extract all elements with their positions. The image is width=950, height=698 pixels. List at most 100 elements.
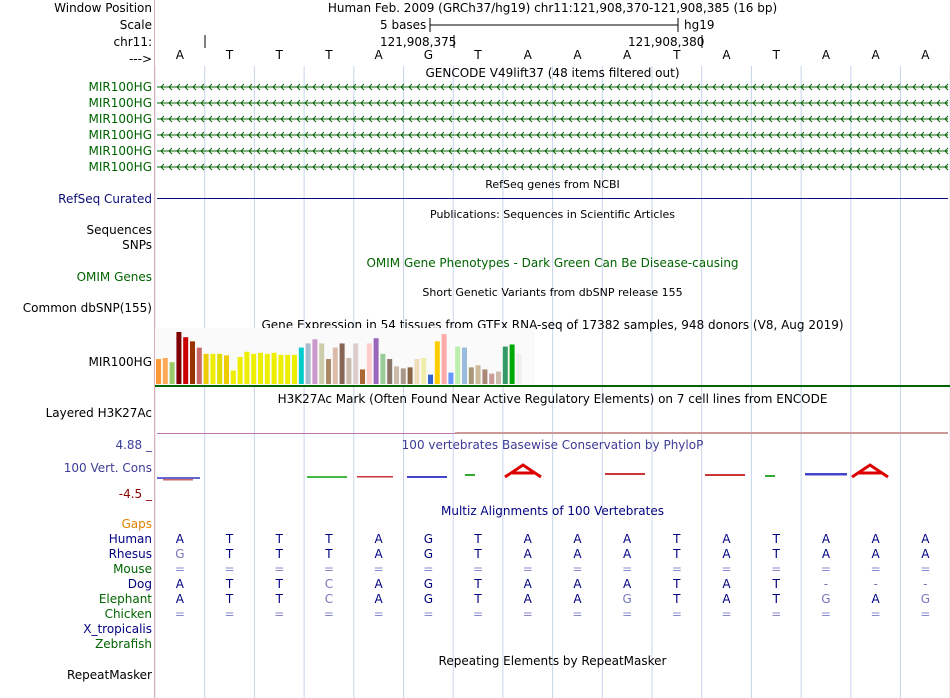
alignment-base: C (324, 592, 334, 606)
alignment-base: A (722, 577, 731, 591)
alignment-base: = (572, 607, 583, 621)
gtex-tissue-bar (380, 353, 386, 384)
alignment-base: A (523, 532, 532, 546)
multiz-species-label[interactable]: Mouse (113, 562, 152, 576)
alignment-base: T (474, 577, 482, 591)
gtex-tissue-bar (217, 353, 223, 384)
gtex-tissue-bar (271, 352, 277, 384)
gtex-tissue-bar (237, 356, 243, 384)
gtex-tissue-bar (264, 353, 270, 384)
alignment-base: A (722, 547, 731, 561)
multiz-species-label[interactable]: Rhesus (108, 547, 152, 561)
h3k27ac-label[interactable]: Layered H3K27Ac (45, 406, 152, 420)
gtex-tissue-bar (407, 367, 413, 384)
gtex-tissue-bar (285, 354, 291, 384)
gtex-tissue-bar (251, 353, 257, 384)
multiz-species-label[interactable]: X_tropicalis (83, 622, 152, 636)
gtex-expression-chart[interactable] (155, 328, 950, 388)
dbsnp-track-title: Short Genetic Variants from dbSNP releas… (422, 286, 683, 299)
multiz-species-label[interactable]: Zebrafish (95, 637, 152, 651)
gencode-gene-label[interactable]: MIR100HG (88, 80, 152, 94)
alignment-base: T (275, 532, 283, 546)
base-letter: T (772, 48, 780, 62)
gtex-tissue-bar (278, 354, 284, 384)
sequences-label[interactable]: Sequences (86, 223, 152, 237)
refseq-label[interactable]: RefSeq Curated (58, 192, 152, 206)
gtex-tissue-bar (332, 347, 338, 384)
alignment-base: G (423, 532, 433, 546)
gencode-transcript[interactable] (157, 82, 949, 92)
alignment-base: T (772, 577, 780, 591)
gencode-gene-label[interactable]: MIR100HG (88, 160, 152, 174)
alignment-base: A (871, 592, 880, 606)
base-letter: A (871, 48, 880, 62)
dbsnp-label[interactable]: Common dbSNP(155) (22, 301, 152, 315)
scale-text: 5 bases (380, 18, 427, 32)
coordinate-left: 121,908,375 (380, 35, 457, 49)
gencode-gene-label[interactable]: MIR100HG (88, 96, 152, 110)
gencode-transcript[interactable] (157, 162, 949, 172)
alignment-base: A (374, 547, 383, 561)
alignment-base: A (921, 532, 930, 546)
base-letter: T (474, 48, 482, 62)
alignment-base: T (225, 592, 234, 606)
conservation-max-label: 4.88 _ (115, 438, 152, 452)
alignment-base: A (623, 532, 632, 546)
alignment-base: T (673, 532, 681, 546)
alignment-base: G (821, 592, 831, 606)
conservation-min-label: -4.5 _ (118, 487, 152, 501)
omim-label[interactable]: OMIM Genes (76, 270, 152, 284)
gencode-transcript[interactable] (157, 114, 949, 124)
alignment-base: = (721, 607, 732, 621)
gtex-tissue-bar (162, 358, 168, 384)
gtex-tissue-bar (156, 359, 161, 384)
refseq-gene-line[interactable] (157, 198, 948, 199)
alignment-base: T (673, 577, 681, 591)
alignment-base: = (274, 607, 285, 621)
alignment-base: G (175, 547, 185, 561)
gtex-tissue-bar (448, 372, 454, 384)
snps-label[interactable]: SNPs (122, 238, 152, 252)
gencode-transcript[interactable] (157, 146, 949, 156)
alignment-base: T (325, 547, 333, 561)
gencode-transcript[interactable] (157, 130, 949, 140)
phylop-conservation-plot[interactable] (155, 460, 950, 500)
alignment-base: A (623, 547, 632, 561)
multiz-species-label[interactable]: Dog (127, 577, 152, 591)
h3k27ac-signal-segment (455, 432, 948, 434)
alignment-base: A (821, 532, 831, 546)
repeatmasker-label[interactable]: RepeatMasker (66, 668, 152, 682)
publications-track-title: Publications: Sequences in Scientific Ar… (430, 208, 675, 221)
alignment-base: A (175, 577, 184, 591)
alignment-base: G (622, 592, 632, 606)
label-track-separator (154, 0, 155, 698)
alignment-base: A (722, 592, 731, 606)
gtex-tissue-bar (176, 332, 182, 384)
gtex-tissue-bar (482, 369, 488, 384)
gtex-tissue-bar (434, 341, 440, 384)
gtex-tissue-bar (455, 346, 461, 384)
gtex-tissue-bar (203, 353, 209, 384)
gtex-tissue-bar (298, 347, 304, 384)
multiz-species-label[interactable]: Human (108, 532, 152, 546)
alignment-base: T (673, 592, 681, 606)
gtex-tissue-bar (366, 343, 372, 384)
alignment-base: A (573, 592, 582, 606)
gencode-transcript[interactable] (157, 98, 949, 108)
conservation-label[interactable]: 100 Vert. Cons (63, 461, 152, 475)
gtex-gene-label[interactable]: MIR100HG (88, 355, 152, 369)
gtex-tissue-bar (387, 359, 393, 384)
multiz-species-label[interactable]: Elephant (98, 592, 152, 606)
base-letter: G (423, 48, 433, 62)
base-letter: A (722, 48, 731, 62)
alignment-base: C (324, 577, 334, 591)
alignment-base: = (522, 562, 533, 576)
gencode-gene-label[interactable]: MIR100HG (88, 112, 152, 126)
alignment-base: A (623, 577, 632, 591)
gtex-tissue-bar (312, 339, 318, 384)
gencode-gene-label[interactable]: MIR100HG (88, 128, 152, 142)
multiz-species-label[interactable]: Chicken (104, 607, 152, 621)
alignment-base: = (671, 562, 682, 576)
gencode-gene-label[interactable]: MIR100HG (88, 144, 152, 158)
gtex-tissue-bar (414, 359, 420, 384)
